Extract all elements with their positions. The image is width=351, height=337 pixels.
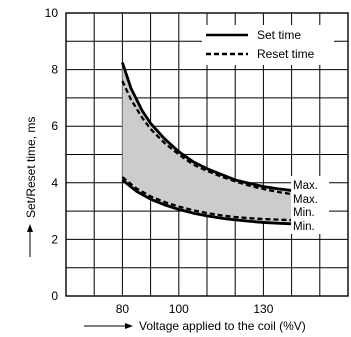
y-tick-label: 6 [51,119,58,133]
y-axis-title: Set/Reset time, ms [24,117,38,257]
x-axis-arrow-head [125,323,133,329]
y-tick-label: 4 [51,176,58,190]
x-tick-label: 80 [116,302,130,316]
set-time-max-line [121,62,292,192]
legend-set-time-label: Set time [257,28,301,42]
curve-labels: Max. Max. Min. Min. [291,176,329,234]
legend-background [202,25,334,65]
tick-labels: 80 100 130 0 2 4 6 8 10 [45,6,274,316]
plot-frame [65,12,349,297]
plot-border [65,12,349,297]
x-axis-label: Voltage applied to the coil (%V) [139,319,306,333]
y-tick-label: 0 [51,289,58,303]
curve-label-background [291,176,329,234]
y-axis-arrow-head [27,224,33,232]
reset-time-min-line [121,176,292,222]
curve-label-min-set: Min. [293,221,315,233]
set-time-min-line [121,178,292,226]
y-tick-label: 10 [45,6,59,20]
x-axis-title: Voltage applied to the coil (%V) [84,319,306,333]
series-lines [121,62,292,226]
curve-label-max-reset: Max. [293,194,318,206]
y-tick-label: 2 [51,232,58,246]
curve-label-max-set: Max. [293,180,318,192]
x-tick-label: 130 [253,302,273,316]
reset-time-max-line [121,80,292,196]
y-axis-label: Set/Reset time, ms [24,117,38,218]
y-tick-label: 8 [51,63,58,77]
legend: Set time Reset time [202,25,334,65]
x-tick-label: 100 [169,302,189,316]
curve-label-min-reset: Min. [293,207,315,219]
legend-reset-time-label: Reset time [257,47,315,61]
